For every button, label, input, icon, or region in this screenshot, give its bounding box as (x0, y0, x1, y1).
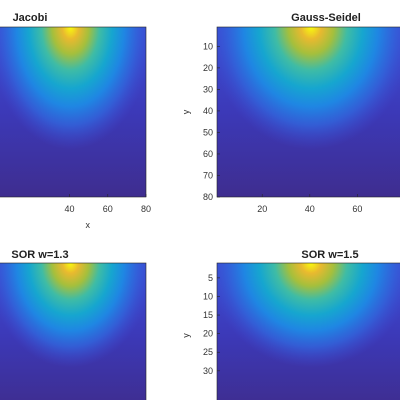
y-tick-label: 15 (203, 310, 213, 320)
x-tick-label: 40 (65, 204, 75, 214)
axes-box-1 (0, 26, 147, 198)
x-tick-label: 40 (305, 204, 315, 214)
heatmap-panel-2: Gauss-Seidel 20 40 60 10 20 30 40 50 60 70 80 y (181, 12, 400, 214)
y-tick-label: 10 (203, 291, 213, 301)
axes-box-2 (216, 26, 400, 198)
y-tick-label: 70 (203, 170, 213, 180)
heatmap-field-1 (0, 27, 146, 197)
x-axis-label: x (86, 220, 91, 230)
y-tick-label: 30 (203, 84, 213, 94)
y-axis-label: y (181, 333, 191, 338)
panel-title-4: SOR w=1.5 (301, 249, 358, 261)
heatmap-field-2 (217, 27, 400, 197)
x-tick-label: 60 (103, 204, 113, 214)
heatmap-panel-4: SOR w=1.5 5 10 15 20 25 30 y (181, 249, 400, 400)
y-tick-label: 25 (203, 347, 213, 357)
y-tick-label: 40 (203, 106, 213, 116)
y-tick-label: 20 (203, 329, 213, 339)
heatmap-panel-3: SOR w=1.3 (0, 249, 147, 400)
panel-title-2: Gauss-Seidel (291, 12, 361, 24)
y-tick-label: 5 (208, 273, 213, 283)
y-tick-label: 30 (203, 366, 213, 376)
x-tick-label: 20 (257, 204, 267, 214)
y-tick-label: 60 (203, 149, 213, 159)
y-axis-label: y (181, 109, 191, 114)
x-tick-label: 80 (141, 204, 151, 214)
y-tick-label: 50 (203, 127, 213, 137)
panel-title-1: Jacobi (13, 12, 48, 24)
axes-box-4 (216, 262, 400, 400)
x-tick-label: 60 (352, 204, 362, 214)
axes-box-3 (0, 262, 147, 400)
heatmap-field-3 (0, 263, 146, 400)
y-tick-label: 20 (203, 63, 213, 73)
panel-title-3: SOR w=1.3 (11, 249, 68, 261)
heatmap-field-4 (217, 263, 400, 400)
heatmap-panel-1: Jacobi 40 60 80 x (0, 12, 151, 230)
y-tick-label: 80 (203, 192, 213, 202)
y-tick-label: 10 (203, 41, 213, 51)
